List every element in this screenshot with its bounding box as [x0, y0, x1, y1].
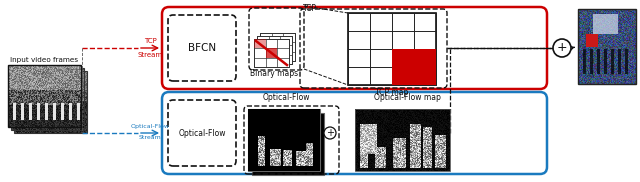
- Text: TCP map: TCP map: [375, 88, 409, 97]
- Bar: [392, 49, 436, 85]
- Text: Binary maps: Binary maps: [250, 69, 298, 78]
- Bar: [11, 68, 84, 130]
- Circle shape: [324, 127, 336, 139]
- Bar: [578, 9, 636, 84]
- Bar: [14, 71, 87, 133]
- Text: Stream: Stream: [139, 135, 161, 140]
- Bar: [254, 39, 289, 67]
- Text: Input video frames: Input video frames: [10, 57, 78, 63]
- Bar: [266, 48, 277, 58]
- Bar: [355, 109, 450, 171]
- Bar: [257, 36, 292, 64]
- Text: Optical-Flow: Optical-Flow: [262, 93, 310, 102]
- Text: Optical-Flow: Optical-Flow: [179, 128, 226, 137]
- Text: Optical-Flow: Optical-Flow: [131, 124, 170, 129]
- Text: Optical-Flow map: Optical-Flow map: [374, 93, 441, 102]
- Circle shape: [553, 39, 571, 57]
- Bar: [8, 65, 81, 127]
- Bar: [248, 109, 320, 171]
- FancyBboxPatch shape: [162, 7, 547, 89]
- Text: BFCN: BFCN: [188, 43, 216, 53]
- Text: Stream: Stream: [138, 52, 163, 58]
- Text: +: +: [557, 41, 567, 54]
- Bar: [252, 113, 324, 175]
- FancyBboxPatch shape: [162, 92, 547, 174]
- Bar: [260, 33, 295, 61]
- Text: TCP: TCP: [303, 4, 317, 13]
- Bar: [254, 39, 266, 48]
- Text: TCP: TCP: [143, 38, 156, 44]
- Bar: [348, 13, 436, 85]
- Text: +: +: [326, 128, 334, 137]
